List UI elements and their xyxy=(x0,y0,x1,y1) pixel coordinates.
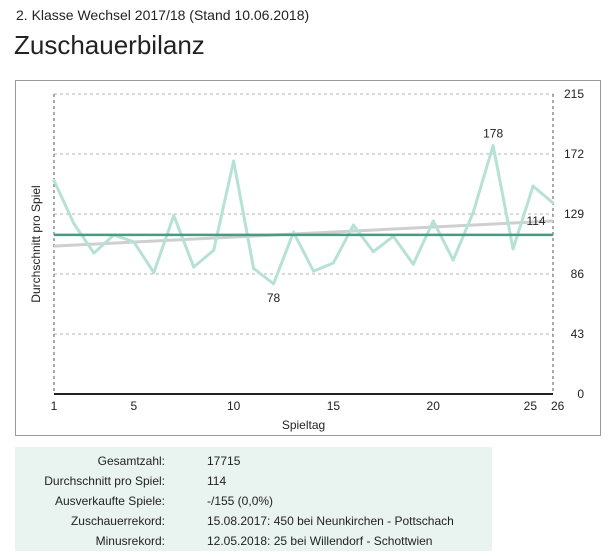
x-tick-label: 15 xyxy=(327,399,341,413)
data-point xyxy=(511,247,515,251)
data-point xyxy=(192,265,196,269)
stats-value: 17715 xyxy=(207,454,241,468)
stats-label: Zuschauerrekord: xyxy=(70,514,165,528)
stats-value: -/155 (0,0%) xyxy=(207,494,274,508)
y-tick-label: 0 xyxy=(577,387,584,401)
y-tick-label: 172 xyxy=(564,147,584,161)
stats-row: Minusrekord: 12.05.2018: 25 bei Willendo… xyxy=(15,531,454,551)
x-tick-label: 1 xyxy=(51,399,58,413)
data-point xyxy=(311,269,315,273)
x-tick-label: 5 xyxy=(130,399,137,413)
stats-table: Gesamtzahl: 17715 Durchschnitt pro Spiel… xyxy=(15,451,454,551)
data-point xyxy=(351,223,355,227)
data-label: 78 xyxy=(267,291,281,305)
stats-panel: Gesamtzahl: 17715 Durchschnitt pro Spiel… xyxy=(15,447,492,551)
data-point xyxy=(172,213,176,217)
stats-label: Durchschnitt pro Spiel: xyxy=(44,474,165,488)
stats-row: Zuschauerrekord: 15.08.2017: 450 bei Neu… xyxy=(15,511,454,531)
stats-value: 15.08.2017: 450 bei Neunkirchen - Pottsc… xyxy=(207,514,454,528)
data-point xyxy=(431,219,435,223)
stats-value: 114 xyxy=(207,474,227,488)
x-tick-label: 25 xyxy=(524,399,538,413)
stats-row: Gesamtzahl: 17715 xyxy=(15,451,454,471)
page-title: Zuschauerbilanz xyxy=(14,30,205,60)
data-point xyxy=(451,258,455,262)
x-axis-title: Spieltag xyxy=(282,418,325,432)
x-tick-label: 26 xyxy=(551,399,565,413)
page-subtitle: 2. Klasse Wechsel 2017/18 (Stand 10.06.2… xyxy=(16,7,310,23)
data-point xyxy=(92,251,96,255)
attendance-chart: 1 5 10 15 20 25 2604386129172215SpieltagDurchs… xyxy=(29,87,585,432)
y-tick-label: 215 xyxy=(564,87,584,101)
data-point xyxy=(551,201,555,205)
data-point xyxy=(72,222,76,226)
data-point xyxy=(292,230,296,234)
data-point xyxy=(272,282,276,286)
x-tick-label: 10 xyxy=(227,399,241,413)
stats-row: Durchschnitt pro Spiel: 114 xyxy=(15,471,454,491)
stats-value: 12.05.2018: 25 bei Willendorf - Schottwi… xyxy=(207,534,433,548)
stats-label: Ausverkaufte Spiele: xyxy=(54,494,165,508)
y-tick-label: 129 xyxy=(564,207,584,221)
data-point xyxy=(531,184,535,188)
data-point xyxy=(132,240,136,244)
y-axis-title: Durchschnitt pro Spiel xyxy=(29,185,43,302)
data-label: 178 xyxy=(483,127,503,141)
data-point xyxy=(212,248,216,252)
stats-label: Gesamtzahl: xyxy=(97,454,165,468)
data-point xyxy=(331,261,335,265)
data-point xyxy=(471,211,475,215)
data-point xyxy=(491,144,495,148)
trend-line xyxy=(53,219,554,248)
stats-label: Minusrekord: xyxy=(95,534,165,548)
x-tick-label: 20 xyxy=(427,399,441,413)
data-point xyxy=(252,266,256,270)
data-point xyxy=(411,262,415,266)
chart-container: 1 5 10 15 20 25 26 0 43 86 129 172 215 Spieltag Durchs… xyxy=(15,80,601,436)
data-label: 114 xyxy=(526,214,545,228)
data-point xyxy=(232,159,236,163)
y-tick-label: 43 xyxy=(571,327,585,341)
series-line xyxy=(52,144,554,286)
y-tick-label: 86 xyxy=(571,267,585,281)
data-point xyxy=(371,250,375,254)
data-point xyxy=(152,271,156,275)
data-point xyxy=(52,179,56,183)
stats-row: Ausverkaufte Spiele: -/155 (0,0%) xyxy=(15,491,454,511)
